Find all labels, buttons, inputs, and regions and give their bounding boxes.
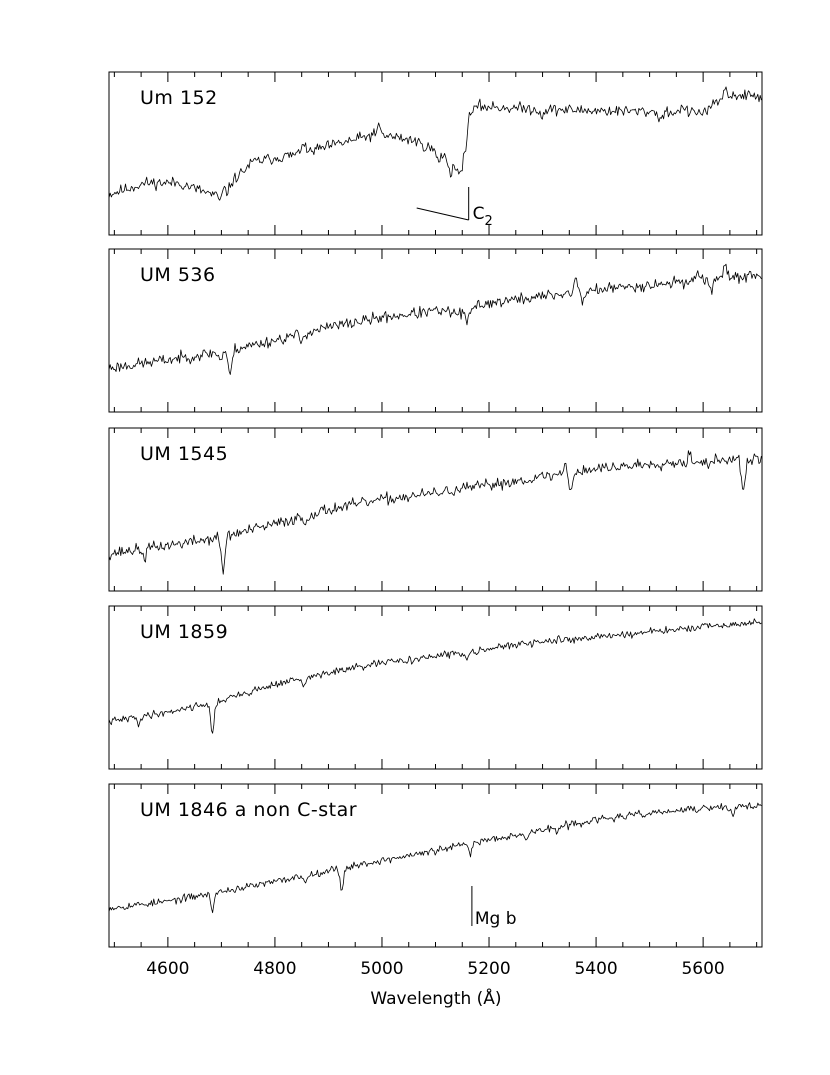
x-tick-label: 5000 <box>360 959 403 979</box>
panel-3: UM 1545 <box>108 427 763 592</box>
spectrum-line <box>108 263 762 375</box>
panel-label: UM 1846 a non C-star <box>140 799 357 821</box>
x-tick-label: 5200 <box>467 959 510 979</box>
panel-2: UM 536 <box>108 248 763 413</box>
panel-label: UM 1859 <box>140 621 228 643</box>
panel-ticks <box>113 606 758 769</box>
panel-ticks <box>113 72 758 235</box>
spectrum-line <box>108 802 762 914</box>
spectral-feature-annotation: Mg b <box>471 886 517 929</box>
panel-label: Um 152 <box>140 87 218 109</box>
spectrum-line <box>108 618 762 734</box>
panel-1: Um 152 C2 <box>108 71 763 236</box>
feature-label: C2 <box>473 204 493 229</box>
x-tick-label: 5600 <box>681 959 724 979</box>
x-tick-label: 4600 <box>146 959 189 979</box>
panel-label: UM 536 <box>140 264 216 286</box>
panel-ticks <box>113 428 758 591</box>
panel-4: UM 1859 <box>108 605 763 770</box>
x-axis-label: Wavelength (Å) <box>370 987 501 1009</box>
panel-ticks <box>113 784 758 947</box>
spectrum-line <box>108 450 762 575</box>
spectra-panels: Um 152 C2 UM 536 UM 1545 UM 1859 UM 1846 a no… <box>108 71 763 948</box>
panel-ticks <box>113 249 758 412</box>
feature-label: Mg b <box>475 909 517 929</box>
x-tick-label: 4800 <box>253 959 296 979</box>
feature-marker <box>416 207 469 221</box>
spectrum-line <box>108 86 762 201</box>
panel-5: UM 1846 a non C-star Mg b <box>108 783 763 948</box>
x-tick-label: 5400 <box>574 959 617 979</box>
x-axis: 4600 4800 5000 5200 5400 5600 <box>146 959 725 979</box>
spectral-feature-annotation: C2 <box>416 187 493 229</box>
panel-label: UM 1545 <box>140 443 228 465</box>
